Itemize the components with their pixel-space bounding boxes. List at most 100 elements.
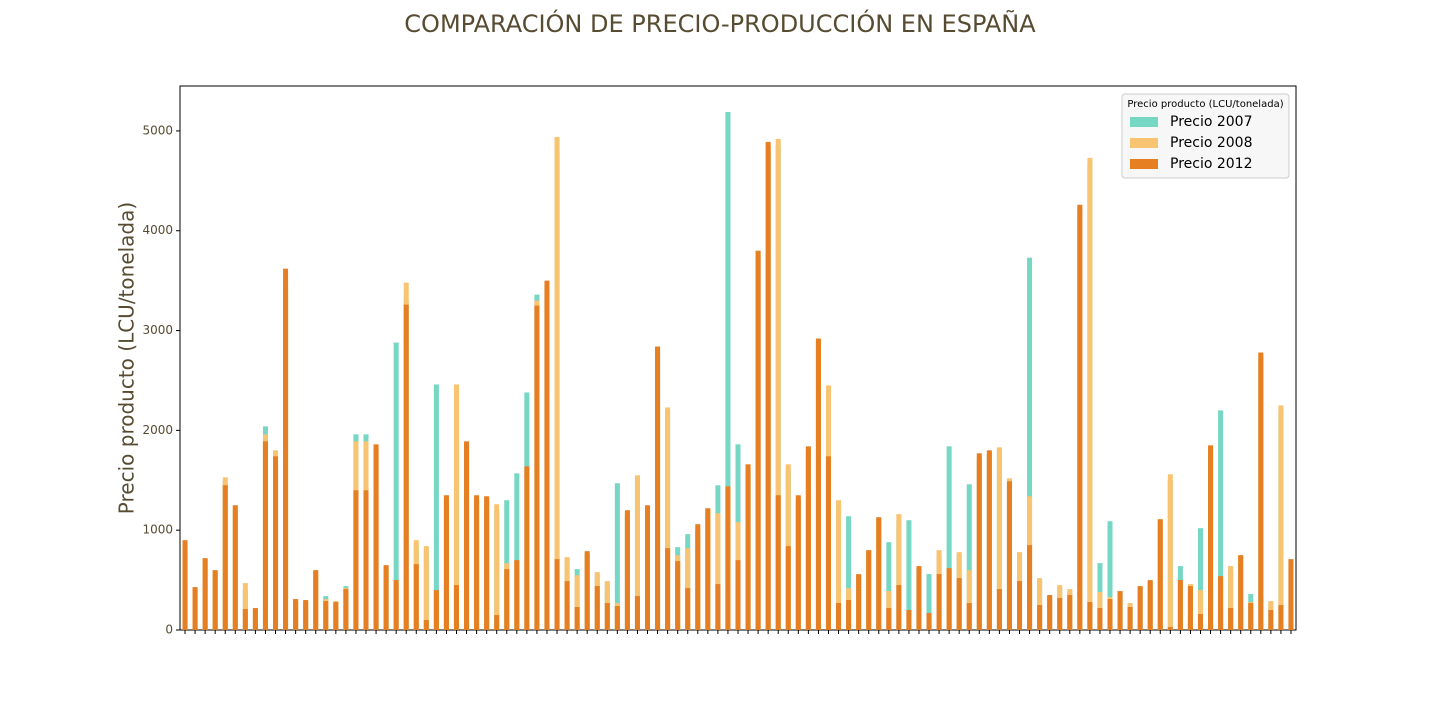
bar [1117,591,1123,630]
chart-title: COMPARACIÓN DE PRECIO-PRODUCCIÓN EN ESPA… [404,8,1036,38]
bar [725,111,731,631]
bar [815,338,821,630]
y-tick-label: 3000 [142,323,173,337]
bar [283,268,289,630]
x-tick-label: Chillies and peppers, green [412,636,422,720]
bar [986,450,992,630]
bar [1167,627,1173,630]
x-tick-label: Beans, dry [261,636,271,681]
bar [886,542,892,630]
x-tick-label: Meat, sheep [814,636,824,688]
bar [474,495,480,630]
bar [242,609,248,630]
bar [1037,578,1043,630]
bar [1228,608,1234,630]
bar [1177,580,1183,630]
bar [614,606,620,630]
x-tick-label: Eggs, hen, in shell [462,636,472,714]
bar [574,575,580,630]
x-tick-label: Grapefruit (inc. pomelos) [492,636,502,720]
bar [1248,603,1254,630]
bar [604,603,610,630]
x-tick-label: Peaches and nectarines [945,635,955,720]
bar [946,446,952,630]
x-tick-label: Oranges [925,635,935,671]
bar [333,602,339,630]
bar [273,456,279,630]
x-tick-label: Figs [472,635,482,652]
x-tick-label: Leeks, other alliaceous vegetables [563,635,573,720]
bar [443,495,449,630]
bar [383,565,389,630]
x-tick-label: Meat, goat [764,635,774,681]
x-tick-label: Tomatoes [1216,635,1226,677]
x-tick-label: Beeswax [281,636,291,674]
x-tick-label: Wheat [1276,635,1286,663]
bar [745,464,751,630]
x-tick-label: Cucumbers and gherkins [432,635,442,720]
bar [695,524,701,630]
bar [1006,481,1012,630]
bar [293,599,299,630]
x-tick-label: Pumpkins, squash and gourds [1045,635,1055,720]
bar [705,508,711,630]
x-tick-label: Meat, ass [734,635,744,676]
bar [634,475,640,630]
bar [966,484,972,630]
bar [574,607,580,630]
x-tick-label: Canary seed [311,636,321,689]
x-tick-label: Rapeseed [1065,636,1075,678]
bar [1258,352,1264,630]
bar [1268,610,1274,630]
x-tick-label: Grapes [502,635,512,666]
bar [916,566,922,630]
x-tick-label: Meat live weight, ass [633,635,643,720]
x-tick-label: Meat, duck [754,636,764,683]
x-tick-label: Onions, shallots, green [914,636,924,720]
x-tick-label: Cauliflowers and broccoli [341,636,351,720]
bar [825,456,831,630]
legend-swatch [1130,117,1158,127]
bar [1057,598,1063,630]
bar [805,446,811,630]
x-tick-label: Peppermint [985,635,995,684]
bar [966,603,972,630]
x-tick-label: Artichokes [211,635,221,680]
bar [343,589,349,630]
x-tick-label: Maize [613,636,623,661]
bar [413,564,419,630]
bar [1278,405,1284,630]
x-tick-label: Lupins [603,635,613,663]
bar [212,570,218,630]
x-tick-label: Papayas [935,635,945,671]
bar [544,280,550,630]
bar [594,586,600,630]
bar [564,581,570,630]
bar [614,483,620,630]
bar [453,585,459,630]
bar [996,589,1002,630]
y-tick-label: 0 [165,623,173,637]
x-tick-label: Meat, turkey [824,636,834,690]
bar [232,505,238,630]
x-tick-label: Meat, mule [784,636,794,684]
bar [242,583,248,630]
bar [715,584,721,630]
bar [1137,586,1143,630]
bar [1147,580,1153,630]
bar [1027,545,1033,630]
x-tick-label: Spinach [1146,636,1156,670]
bar [936,574,942,630]
bar [423,620,429,630]
x-tick-label: Peas, green [975,636,985,686]
bar [494,615,500,630]
bar [1218,576,1224,630]
x-tick-label: Garlic [482,636,492,661]
bar [323,601,329,630]
bar [1067,595,1073,630]
x-tick-label: Strawberries [1156,635,1166,689]
x-tick-label: Chestnut [372,635,382,674]
bar [524,466,530,630]
bar [554,136,560,630]
